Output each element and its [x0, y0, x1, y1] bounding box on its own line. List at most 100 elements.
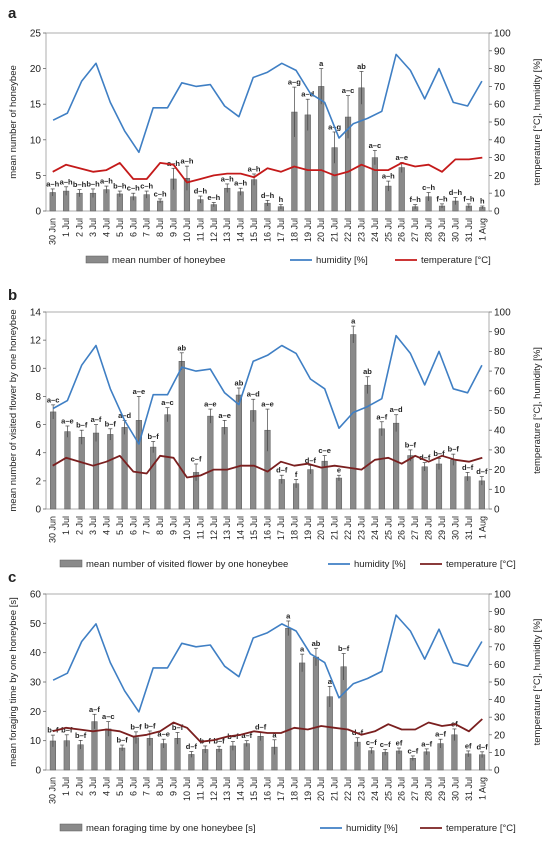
p3-panel-label: c	[8, 569, 16, 586]
p1-xtick-label-0: 30 Jun	[48, 218, 58, 245]
p3-bar-letter-4: a–c	[102, 712, 115, 721]
p3-xtick-label-31: 31 Jul	[464, 777, 474, 801]
p1-bar-letter-6: c–h	[127, 184, 140, 193]
p2-y2-axis-label: temperature [°C], humidity [%]	[532, 347, 543, 474]
p3-y2tick-label-6: 60	[494, 660, 506, 671]
p1-bar-letter-15: a–h	[248, 164, 261, 173]
p2-xtick-label-20: 20 Jul	[316, 516, 326, 540]
p1-bar-letter-10: a–h	[180, 157, 193, 166]
p1-xtick-label-6: 6 Jul	[128, 218, 138, 237]
p3-legend-bar-label: mean foraging time by one honeybee [s]	[86, 823, 256, 834]
p3-bar-letter-23: c–f	[366, 738, 377, 747]
p3-xtick-label-16: 16 Jul	[263, 777, 273, 801]
p3-bar-letter-15: d–f	[255, 722, 267, 731]
p1-bar-letter-27: f–h	[410, 195, 422, 204]
p3-xtick-label-23: 23 Jul	[356, 777, 366, 801]
p1-ytick-label-5: 25	[30, 29, 42, 40]
p2-bar-2	[78, 436, 85, 510]
p2-ytick-label-7: 14	[30, 308, 42, 319]
p1-bar-letter-2: b–h	[73, 180, 87, 189]
p1-y2-axis-label: temperature [°C], humidity [%]	[532, 59, 543, 186]
p2-bar-letter-16: d–f	[276, 466, 288, 475]
p2-xtick-label-15: 15 Jul	[249, 516, 259, 540]
p2-ytick-label-6: 12	[30, 336, 42, 347]
p2-bar-21	[350, 334, 357, 510]
p2-legend-temperature-label: temperature [°C]	[446, 559, 516, 570]
p1-xtick-label-20: 20 Jul	[316, 218, 326, 242]
p3-legend-temperature-label: temperature [°C]	[446, 823, 516, 834]
p2-bar-letter-4: b–f	[105, 419, 117, 428]
p1-bar-letter-31: f–h	[463, 194, 475, 203]
p1-bar-letter-13: a–h	[221, 174, 234, 183]
p1-xtick-label-21: 21 Jul	[330, 218, 340, 242]
p2-temperature-line	[52, 454, 483, 479]
p2-y2tick-label-6: 60	[494, 386, 506, 397]
p1-y2tick-label-6: 60	[494, 100, 506, 111]
p3-bar-letter-12: b–f	[213, 737, 225, 746]
p2-xtick-label-1: 1 Jul	[61, 516, 71, 535]
p1-bar-letter-0: a–h	[46, 179, 59, 188]
p2-xtick-label-8: 8 Jul	[155, 516, 165, 535]
p3-xtick-label-18: 18 Jul	[289, 777, 299, 801]
p1-y2tick-label-10: 100	[494, 29, 511, 40]
p3-legend-bar-swatch	[59, 823, 83, 832]
p3-bar-15	[257, 736, 264, 771]
p2-bar-0	[50, 411, 57, 510]
p1-bar-letter-20: a	[319, 59, 324, 68]
p2-bar-12	[221, 427, 228, 510]
p1-ytick-label-1: 5	[35, 171, 41, 182]
p1-xtick-label-31: 31 Jul	[464, 218, 474, 242]
p2-bar-letter-1: a–e	[61, 416, 74, 425]
p3-bar-letter-25: ef	[396, 739, 403, 748]
p2-xtick-label-5: 5 Jul	[115, 516, 125, 535]
p3-xtick-label-7: 7 Jul	[142, 777, 152, 796]
p1-xtick-label-2: 2 Jul	[75, 218, 85, 237]
p2-xtick-label-18: 18 Jul	[289, 516, 299, 540]
p3-y2tick-label-9: 90	[494, 607, 506, 618]
p1-xtick-label-1: 1 Jul	[61, 218, 71, 237]
p2-ytick-label-3: 6	[35, 420, 41, 431]
p3-y-axis-label: mean foraging time by one honeybee [s]	[8, 597, 19, 767]
p2-bar-letter-11: a–e	[204, 400, 217, 409]
p1-bar-letter-3: b–h	[86, 179, 100, 188]
p2-xtick-label-4: 4 Jul	[101, 516, 111, 535]
p2-legend-bar-swatch	[59, 559, 83, 568]
p2-xtick-label-17: 17 Jul	[276, 516, 286, 540]
p1-xtick-label-5: 5 Jul	[115, 218, 125, 237]
p2-xtick-label-32: 1 Aug	[477, 516, 487, 539]
p3-bar-letter-17: a	[286, 611, 291, 620]
p1-y2tick-label-4: 40	[494, 135, 506, 146]
p3-bar-letter-21: b–f	[338, 644, 350, 653]
p1-xtick-label-22: 22 Jul	[343, 218, 353, 242]
p1-bar-letter-5: b–h	[113, 182, 127, 191]
p2-ytick-label-1: 2	[35, 476, 41, 487]
p1-xtick-label-4: 4 Jul	[101, 218, 111, 237]
p1-bar-letter-14: a–h	[234, 179, 247, 188]
p3-xtick-label-5: 5 Jul	[115, 777, 125, 796]
p3-xtick-label-17: 17 Jul	[276, 777, 286, 801]
p1-xtick-label-23: 23 Jul	[356, 218, 366, 242]
p3-ytick-label-0: 0	[35, 766, 41, 777]
p2-bar-8	[164, 414, 171, 510]
p1-xtick-label-12: 12 Jul	[209, 218, 219, 242]
p2-bar-3	[92, 432, 100, 510]
p1-ytick-label-0: 0	[35, 207, 41, 218]
p2-bar-13	[235, 394, 242, 510]
p1-xtick-label-29: 29 Jul	[437, 218, 447, 242]
p1-bar-letter-8: c–h	[154, 189, 167, 198]
p2-bar-letter-8: a–c	[161, 398, 174, 407]
p3-bar-letter-28: a–f	[435, 730, 446, 739]
p3-xtick-label-8: 8 Jul	[155, 777, 165, 796]
p2-xtick-label-22: 22 Jul	[343, 516, 353, 540]
p2-bar-20	[335, 477, 343, 510]
p1-legend-temperature-label: temperature [°C]	[421, 255, 491, 266]
p3-bar-letter-2: b–f	[75, 731, 87, 740]
p2-xtick-label-6: 6 Jul	[128, 516, 138, 535]
p2-y2tick-label-0: 0	[494, 505, 500, 516]
p3-bar-letter-18: a	[300, 645, 305, 654]
p2-xtick-label-7: 7 Jul	[142, 516, 152, 535]
p2-bar-letter-9: ab	[177, 343, 186, 352]
p2-xtick-label-24: 24 Jul	[370, 516, 380, 540]
